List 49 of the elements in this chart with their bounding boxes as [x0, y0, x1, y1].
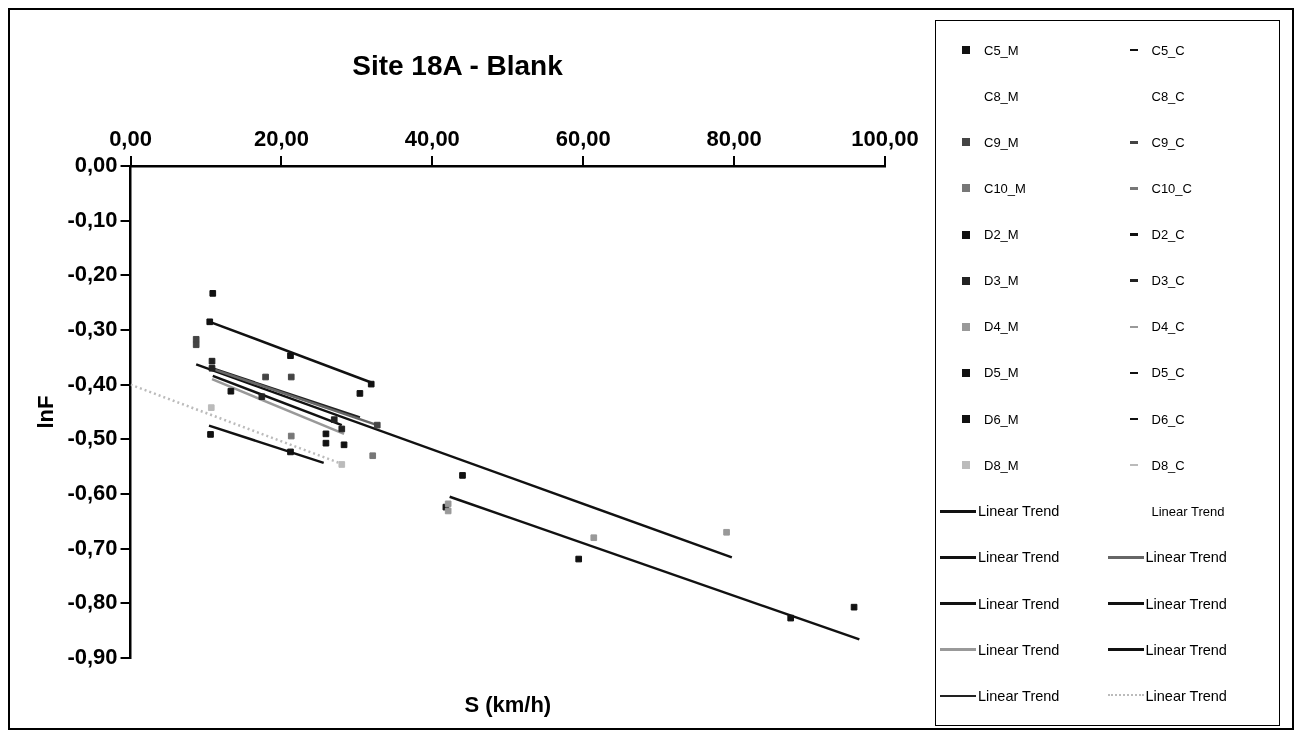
legend-label: D4_C: [1151, 319, 1185, 335]
legend-label: C5_C: [1151, 42, 1185, 58]
legend-label: C9_M: [984, 134, 1019, 150]
legend-label: Linear Trend: [1145, 641, 1227, 658]
x-tick-label: 20,00: [253, 125, 309, 151]
y-tick-label: -0,70: [67, 534, 118, 560]
legend-label: C5_M: [984, 42, 1019, 58]
legend-label: D2_C: [1151, 227, 1185, 243]
x-tick-label: 40,00: [404, 125, 460, 151]
legend-label: C10_C: [1151, 180, 1192, 196]
legend-label: D8_C: [1151, 457, 1185, 473]
legend-label: Linear Trend: [978, 595, 1060, 612]
legend-label: C10_M: [984, 180, 1026, 196]
y-tick-label: -0,40: [67, 370, 118, 396]
y-tick-label: -0,90: [67, 644, 118, 670]
legend-label: Linear Trend: [978, 503, 1060, 520]
legend-label: D6_C: [1151, 411, 1185, 427]
legend-label: Linear Trend: [1145, 595, 1227, 612]
x-tick-label: 80,00: [706, 125, 762, 151]
text: Linear Trend: [1151, 503, 1225, 519]
legend-label: Linear Trend: [1145, 549, 1227, 566]
legend-label: D5_C: [1151, 365, 1185, 381]
legend-label: D5_M: [984, 365, 1019, 381]
y-tick-label: -0,60: [67, 480, 118, 506]
legend-label: D8_M: [984, 457, 1019, 473]
legend-label: D3_C: [1151, 273, 1185, 289]
y-axis-title: lnF: [33, 395, 59, 429]
x-tick-label: 100,00: [851, 125, 919, 151]
y-tick-label: 0,00: [74, 152, 118, 178]
legend-label: Linear Trend: [978, 549, 1060, 566]
legend-label: Linear Trend: [978, 687, 1060, 704]
legend-label: Linear Trend: [1145, 687, 1227, 704]
x-tick-label: 0,00: [109, 125, 152, 151]
y-tick-label: -0,10: [67, 206, 118, 232]
chart-title: Site 18A - Blank: [352, 49, 564, 81]
legend-label: D2_M: [984, 227, 1019, 243]
y-tick-label: -0,30: [67, 316, 118, 342]
x-axis-title: S (km/h): [464, 692, 552, 717]
legend-label: D6_M: [984, 411, 1019, 427]
text: C8_M: [984, 88, 1019, 104]
x-tick-label: 60,00: [555, 125, 611, 151]
text: C8_C: [1151, 88, 1185, 104]
legend-label: Linear Trend: [978, 641, 1060, 658]
legend-label: D4_M: [984, 319, 1019, 335]
legend-label: D3_M: [984, 273, 1019, 289]
y-tick-label: -0,80: [67, 589, 118, 615]
y-tick-label: -0,20: [67, 261, 118, 287]
legend-label: C9_C: [1151, 134, 1185, 150]
y-tick-label: -0,50: [67, 425, 118, 451]
